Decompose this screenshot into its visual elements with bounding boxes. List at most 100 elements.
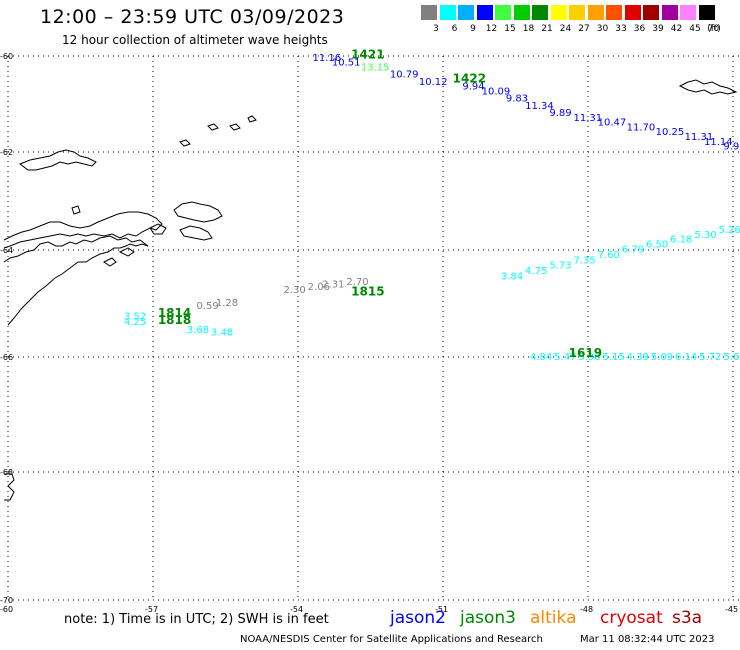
satellite-legend-item: altika (530, 608, 577, 628)
wave-height-value: 10.47 (598, 118, 627, 129)
wave-height-value: 5.47 (554, 352, 576, 363)
wave-height-value: 4.75 (525, 266, 547, 277)
satellite-legend-item: jason3 (460, 608, 516, 628)
wave-height-value: 5.26 (719, 225, 740, 236)
generation-timestamp: Mar 11 08:32:44 UTC 2023 (580, 634, 715, 645)
wave-height-value: 5.72 (699, 352, 721, 363)
longitude-label: -57 (145, 605, 158, 614)
island-small-2 (103, 257, 117, 267)
colorbar-tick-label: 30 (596, 24, 609, 34)
wave-height-value: 5.6 (723, 352, 739, 363)
colorbar-tick-label: 39 (652, 24, 664, 34)
colorbar-swatch (495, 5, 512, 20)
wave-height-value: 5.73 (549, 261, 571, 272)
wave-height-value: 6.18 (670, 235, 692, 246)
latitude-label: -60 (0, 52, 13, 61)
colorbar-swatch (661, 5, 679, 20)
island-small-1 (118, 247, 135, 257)
island-group-3 (149, 223, 167, 235)
colorbar-tick-label: 15 (504, 24, 516, 34)
colorbar-swatch (587, 5, 605, 20)
colorbar-swatch (606, 5, 623, 20)
lat-lon-grid (7, 55, 740, 601)
wave-height-value: 10.09 (482, 86, 511, 97)
longitude-label: -51 (435, 605, 448, 614)
island-small-7 (179, 139, 191, 147)
wave-height-value: 3.68 (187, 325, 209, 336)
map-subtitle: 12 hour collection of altimeter wave hei… (62, 33, 328, 47)
colorbar-swatch (680, 5, 697, 20)
wave-height-value: 11.31 (574, 113, 603, 124)
credit-line: NOAA/NESDIS Center for Satellite Applica… (240, 634, 543, 645)
wave-height-value: 7.60 (598, 250, 620, 261)
colorbar-tick-label: 18 (522, 24, 535, 34)
pass-time-label: 1421 (351, 47, 384, 61)
pass-time-label: 1815 (351, 284, 384, 298)
colorbar-swatch (458, 5, 475, 20)
south-shetland-coastline (18, 149, 97, 171)
wave-height-value: 11.70 (627, 122, 656, 133)
colorbar-swatch (624, 5, 642, 20)
wave-height-value: 9.94 (462, 82, 484, 93)
wave-height-value: 11.34 (525, 101, 554, 112)
colorbar-tick-label: 9 (470, 24, 476, 34)
satellite-legend-item: cryosat (600, 608, 663, 628)
colorbar-swatch (513, 5, 531, 20)
wave-height-value: 6.14 (675, 352, 697, 363)
wave-height-value: 9.90 (723, 142, 740, 153)
island-small-5 (229, 123, 241, 131)
colorbar-tick-label: 21 (541, 24, 553, 34)
wave-height-value: 6.50 (646, 240, 668, 251)
wave-height-value: 5.15 (603, 352, 625, 363)
colorbar-tick-label: 27 (578, 24, 590, 34)
wave-height-value: 6.79 (622, 245, 644, 256)
wave-height-value: 11.14 (704, 137, 733, 148)
wave-height-value: 2.30 (284, 285, 306, 296)
pass-time-label: 1619 (569, 346, 602, 360)
colorbar-tick-label: 45 (689, 24, 701, 34)
colorbar-swatch (698, 5, 716, 20)
island-small-6 (247, 115, 257, 123)
latitude-label: -66 (0, 353, 13, 362)
island-group-1 (173, 201, 223, 223)
colorbar-swatch (421, 5, 438, 20)
colorbar-swatch (476, 5, 494, 20)
wave-height-value: 5.98 (578, 352, 600, 363)
colorbar-unit-label: (ft) (707, 24, 721, 34)
wave-height-value: 5.09 (651, 352, 673, 363)
longitude-label: -45 (725, 605, 738, 614)
latitude-label: -70 (0, 596, 13, 605)
coastline-layer (3, 79, 738, 501)
colorbar-tick-label: 3 (433, 24, 439, 34)
wave-height-value: 11.31 (685, 132, 714, 143)
wave-height-value: 10.51 (332, 58, 361, 69)
colorbar-swatch (569, 5, 586, 20)
wave-height-value: 11.16 (313, 53, 342, 64)
colorbar-tick-label: 24 (559, 24, 572, 34)
wave-height-value: 10.25 (656, 127, 685, 138)
colorbar-swatch (643, 5, 660, 20)
pass-time-label: 1818 (158, 313, 191, 327)
wave-height-value: 3.84 (501, 271, 523, 282)
satellite-legend-item: jason2 (390, 608, 446, 628)
colorbar-tick-label: 70 (707, 24, 720, 34)
wave-height-value: 3.52 (124, 312, 146, 323)
latitude-label: -64 (0, 246, 13, 255)
colorbar-tick-label: 12 (485, 24, 498, 34)
colorbar-tick-label: 36 (633, 24, 646, 34)
wave-height-value: 13.15 (361, 62, 390, 73)
latitude-label: -68 (0, 468, 13, 477)
colorbar-swatch (550, 5, 568, 20)
longitude-label: -60 (0, 605, 13, 614)
wave-height-value: 2.70 (346, 277, 368, 288)
wave-height-value: 4.25 (124, 317, 146, 328)
colorbar-tick-label: 42 (670, 24, 683, 34)
wave-height-value: 10.12 (419, 77, 448, 88)
axis-labels: -60-62-64-66-68-70-60 -57 -54 -51 -48 -45 (0, 52, 738, 614)
map-title: 12:00 – 23:59 UTC 03/09/2023 (40, 6, 345, 28)
island-small-3 (71, 205, 81, 215)
south-orkney-coastline (678, 79, 738, 95)
wave-height-value: 2.06 (308, 282, 330, 293)
wave-height-value: 4.39 (627, 352, 649, 363)
